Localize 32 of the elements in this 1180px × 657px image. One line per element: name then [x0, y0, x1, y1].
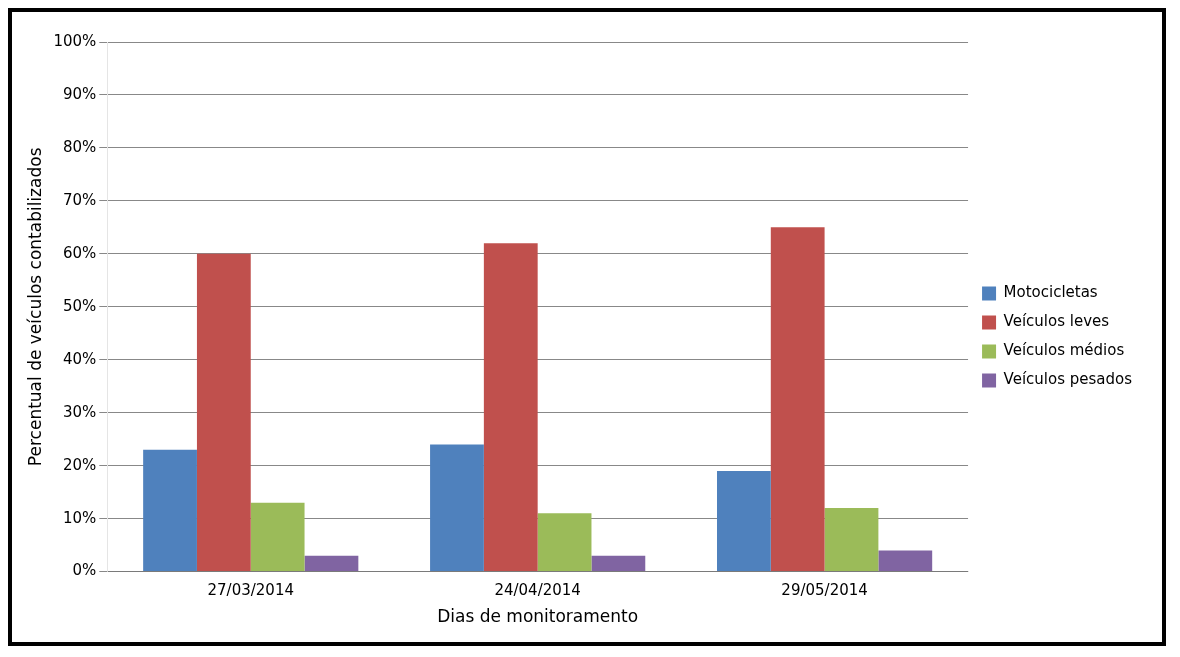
bar [878, 550, 933, 572]
bar [196, 253, 251, 572]
legend-label: Veículos leves [1003, 312, 1110, 331]
x-tick-label: 24/04/2014 [494, 581, 581, 600]
y-tick-label: 90% [62, 84, 97, 103]
y-tick-label: 100% [53, 31, 97, 50]
legend-label: Motocicletas [1003, 283, 1098, 302]
bar [717, 470, 771, 572]
legend-label: Veículos médios [1003, 341, 1125, 360]
x-tick-label: 27/03/2014 [207, 581, 294, 600]
bar [537, 513, 592, 572]
y-tick-label: 40% [62, 349, 97, 368]
bar [304, 555, 359, 572]
bar [250, 502, 305, 572]
y-tick-label: 80% [62, 137, 97, 156]
bar [591, 555, 646, 572]
bar [770, 227, 825, 572]
y-tick-label: 0% [72, 561, 97, 580]
legend-label: Veículos pesados [1003, 370, 1133, 389]
x-tick-label: 29/05/2014 [781, 581, 868, 600]
y-tick-label: 60% [62, 243, 97, 262]
bar [483, 243, 538, 572]
y-tick-label: 70% [62, 190, 97, 209]
y-tick-label: 20% [62, 455, 97, 474]
y-tick-label: 30% [62, 402, 97, 421]
y-axis-title: Percentual de veículos contabilizados [24, 147, 45, 467]
bar [824, 508, 879, 572]
y-tick-label: 10% [62, 508, 97, 527]
bar [430, 444, 484, 572]
y-tick-label: 50% [62, 296, 97, 315]
x-axis-title: Dias de monitoramento [437, 606, 639, 627]
bar [143, 449, 197, 572]
